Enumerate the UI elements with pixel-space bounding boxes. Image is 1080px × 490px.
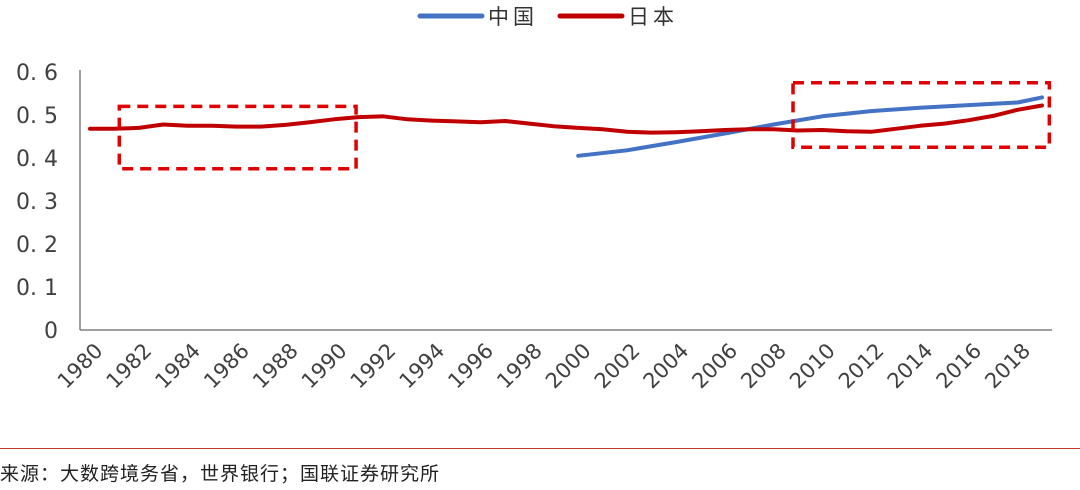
highlight-boxes xyxy=(117,81,1052,171)
x-tick-labels: 1980198219841986198819901992199419961998… xyxy=(53,339,1035,394)
y-tick-label: 0. 4 xyxy=(16,147,58,172)
x-tick-label: 2006 xyxy=(687,339,742,394)
x-tick-label: 2012 xyxy=(834,339,889,394)
legend-label-china: 中国 xyxy=(488,5,538,29)
y-tick-label: 0. 2 xyxy=(16,233,58,258)
highlight-box-2 xyxy=(791,81,1052,149)
x-tick-label: 1980 xyxy=(53,339,108,394)
source-note: 来源：大数跨境务省，世界银行；国联证券研究所 xyxy=(0,463,441,485)
source-divider xyxy=(0,448,1080,449)
x-tick-label: 1988 xyxy=(248,339,303,394)
legend-label-japan: 日本 xyxy=(628,5,678,29)
x-tick-label: 2002 xyxy=(590,339,645,394)
x-tick-label: 2018 xyxy=(980,339,1035,394)
x-tick-label: 1994 xyxy=(395,339,450,394)
x-tick-label: 1996 xyxy=(443,339,498,394)
line-chart: 00. 10. 20. 30. 40. 50. 6 19801982198419… xyxy=(16,5,1052,394)
x-tick-label: 2008 xyxy=(736,339,791,394)
y-tick-label: 0. 5 xyxy=(16,104,58,129)
y-tick-label: 0 xyxy=(44,319,58,344)
series-lines xyxy=(88,95,1044,158)
series-line-japan xyxy=(88,103,1044,135)
x-tick-label: 2016 xyxy=(932,339,987,394)
series-line-china xyxy=(576,95,1044,158)
x-tick-label: 2000 xyxy=(541,339,596,394)
x-tick-label: 2004 xyxy=(639,339,694,394)
legend: 中国 日本 xyxy=(417,5,678,29)
y-tick-label: 0. 3 xyxy=(16,190,58,215)
y-tick-labels: 0 0. 1 0. 2 0. 3 0. 4 0. 5 0. 6 xyxy=(16,61,58,344)
x-tick-label: 1986 xyxy=(199,339,254,394)
x-tick-label: 1984 xyxy=(150,339,205,394)
x-tick-label: 1998 xyxy=(492,339,547,394)
highlight-box-1 xyxy=(117,104,358,171)
x-tick-label: 1982 xyxy=(102,339,157,394)
y-tick-label: 0. 1 xyxy=(16,276,58,301)
x-tick-label: 1992 xyxy=(346,339,401,394)
axes xyxy=(79,70,1052,331)
x-tick-label: 2014 xyxy=(883,339,938,394)
x-tick-label: 1990 xyxy=(297,339,352,394)
y-tick-label: 0. 6 xyxy=(16,61,58,86)
x-tick-label: 2010 xyxy=(785,339,840,394)
